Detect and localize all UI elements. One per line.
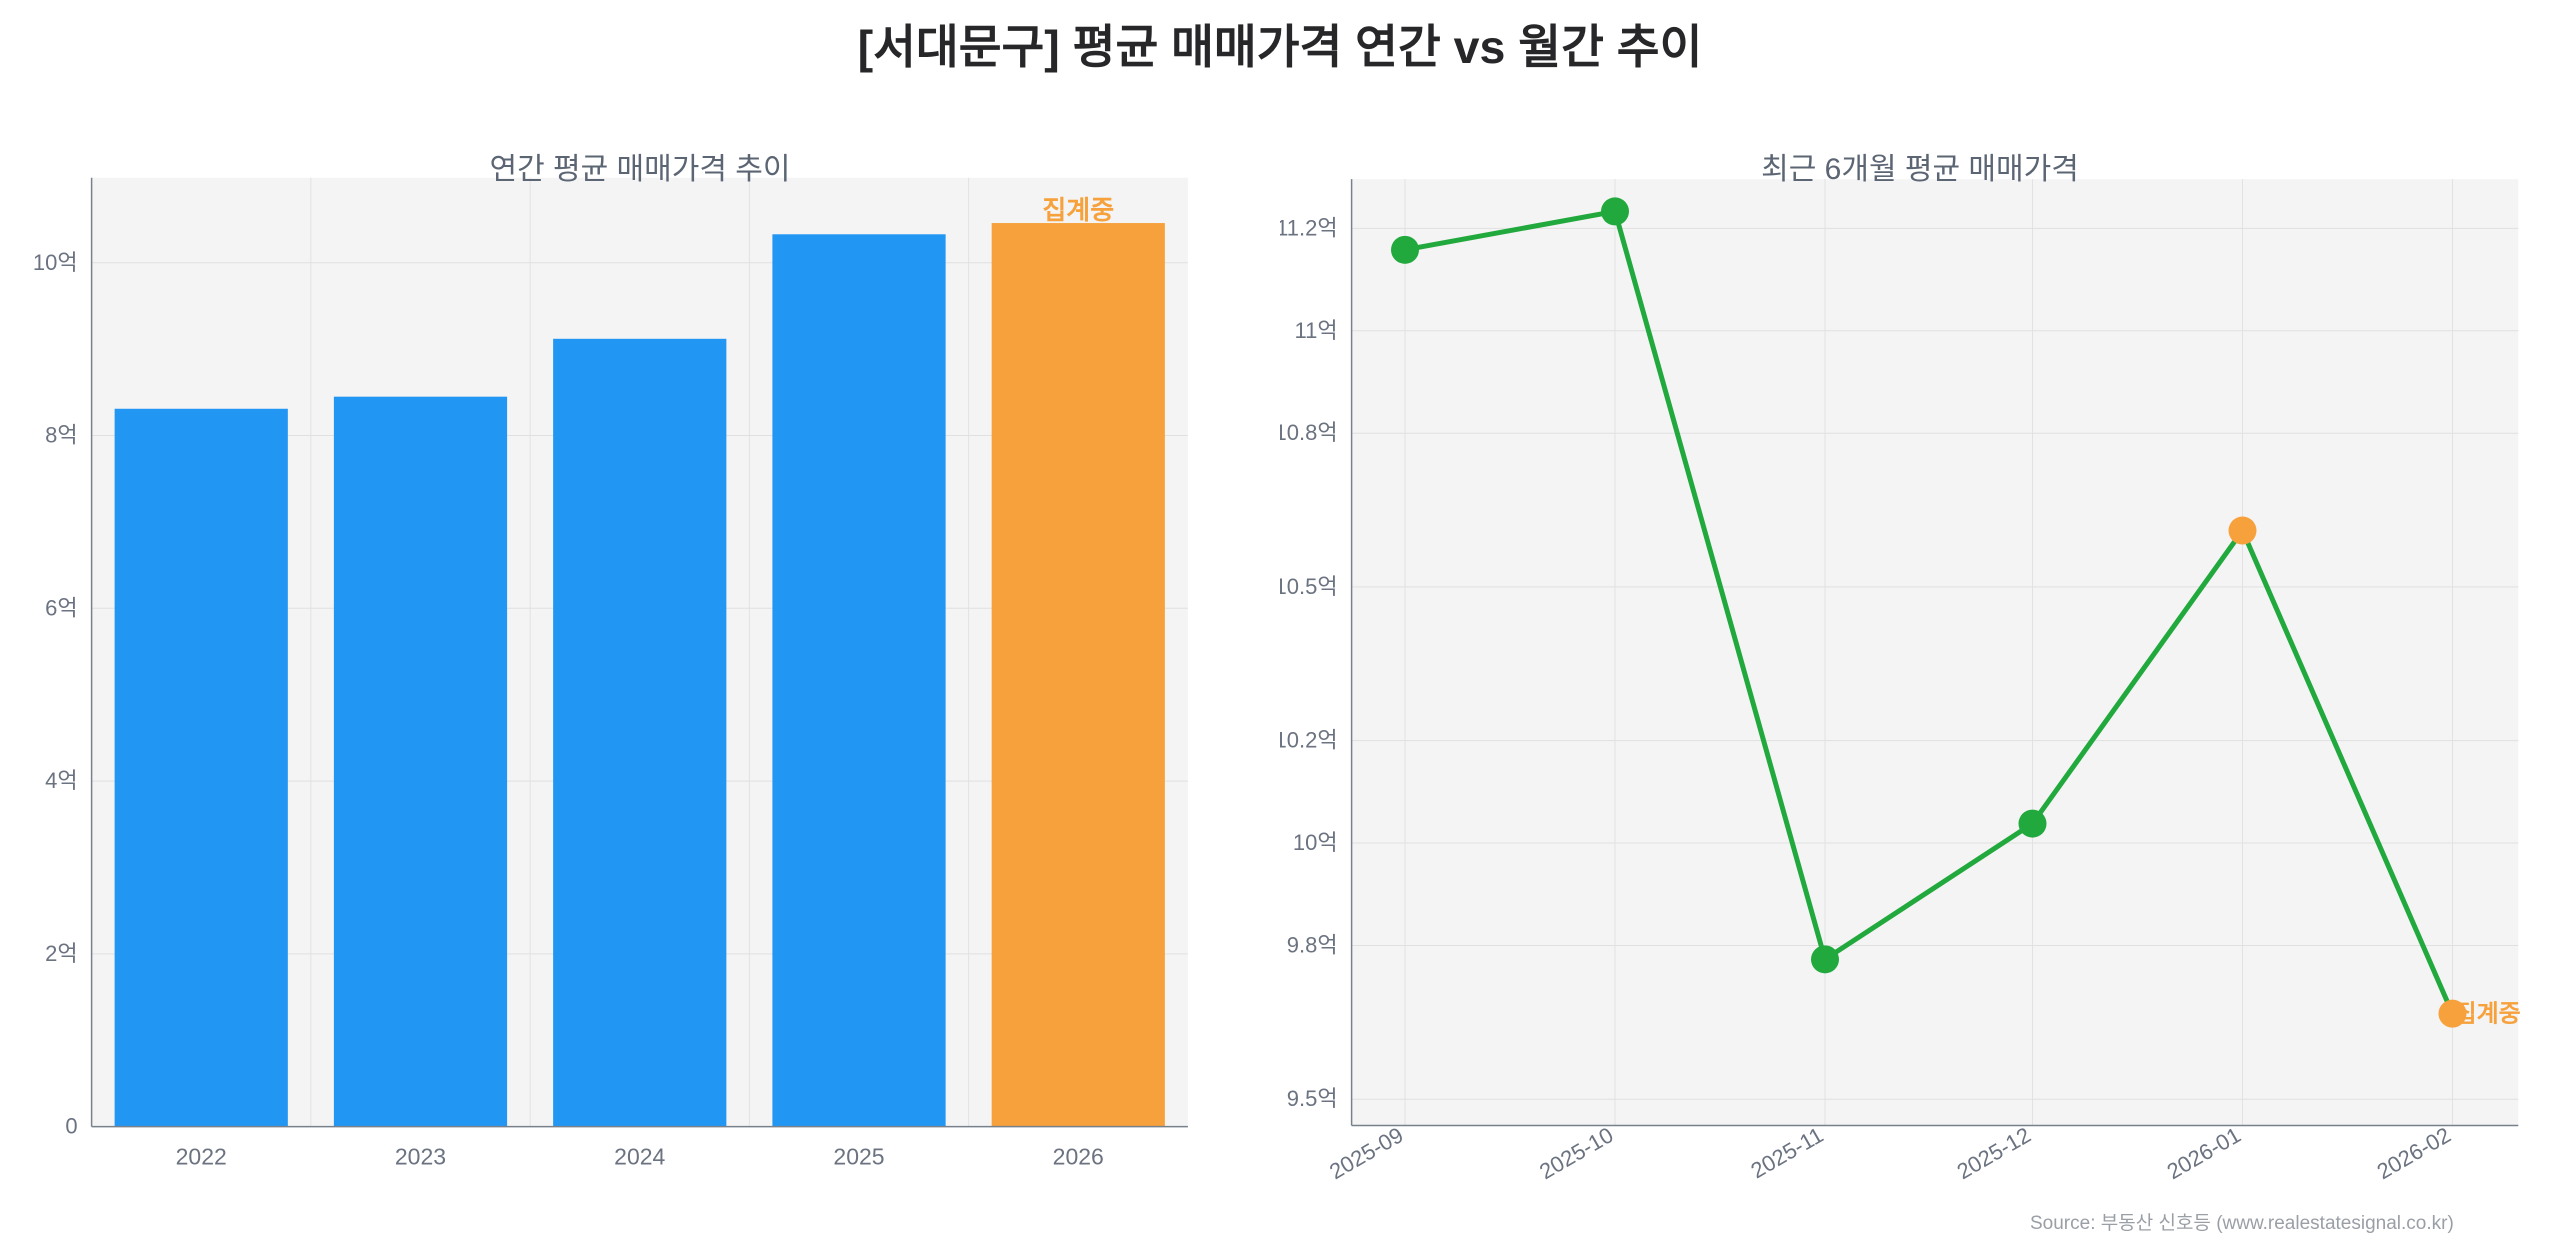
svg-text:2025-12: 2025-12 (1953, 1122, 2035, 1184)
svg-text:10.8억: 10.8억 (1280, 420, 1338, 445)
svg-text:2022: 2022 (176, 1144, 227, 1170)
svg-text:2026-01: 2026-01 (2163, 1122, 2245, 1184)
svg-text:8억: 8억 (45, 423, 77, 448)
svg-text:2025-11: 2025-11 (1746, 1122, 1827, 1183)
svg-text:9.8억: 9.8억 (1287, 933, 1338, 958)
svg-text:11.2억: 11.2억 (1280, 215, 1338, 240)
svg-text:2024: 2024 (614, 1144, 665, 1170)
svg-text:6억: 6억 (45, 595, 77, 620)
svg-text:2026-02: 2026-02 (2373, 1122, 2455, 1184)
svg-text:11억: 11억 (1295, 318, 1338, 343)
svg-text:집계중: 집계중 (2455, 1001, 2521, 1028)
svg-text:2025-10: 2025-10 (1535, 1122, 1617, 1184)
svg-text:10억: 10억 (1293, 830, 1338, 855)
svg-text:10.2억: 10.2억 (1280, 728, 1338, 753)
svg-text:2025-09: 2025-09 (1325, 1122, 1407, 1184)
svg-text:2025: 2025 (833, 1144, 884, 1170)
svg-text:2026: 2026 (1053, 1144, 1104, 1170)
svg-text:2억: 2억 (45, 941, 77, 966)
svg-text:10.5억: 10.5억 (1280, 574, 1338, 599)
svg-text:9.5억: 9.5억 (1287, 1086, 1338, 1111)
svg-text:집계중: 집계중 (1042, 195, 1114, 225)
svg-text:4억: 4억 (45, 768, 77, 793)
svg-text:2023: 2023 (395, 1144, 446, 1170)
svg-text:10억: 10억 (33, 250, 78, 275)
svg-text:0: 0 (65, 1114, 77, 1139)
